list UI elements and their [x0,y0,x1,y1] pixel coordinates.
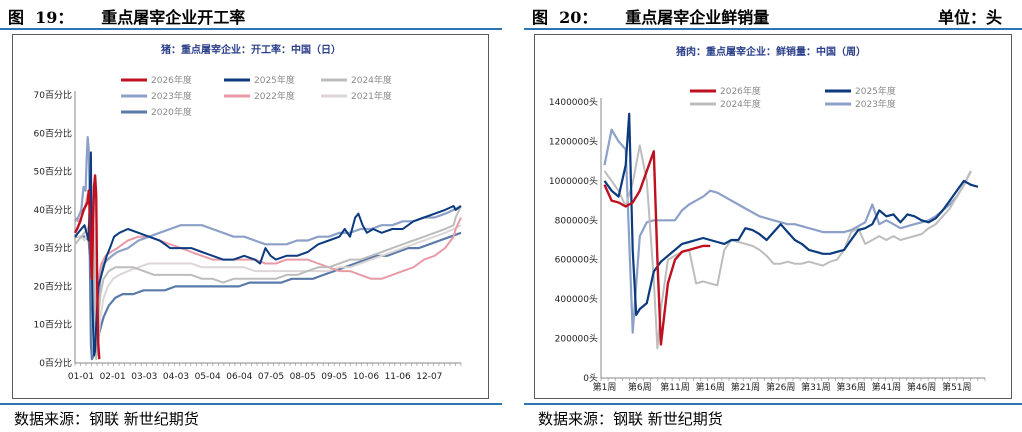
series-line-2025年度 [74,151,462,357]
legend-label: 2025年度 [254,74,295,86]
operating-rate-chart: 猪：重点屠宰企业：开工率：中国（日） 2026年度 2025年度 2024年度 2023… [34,43,462,382]
x-tick-label: 第1周 [593,381,617,393]
legend-label: 2020年度 [151,106,192,118]
x-tick-label: 第16周 [695,381,724,393]
figure-title: 图 19： 重点屠宰企业开工率 [8,8,246,27]
chart-frame: 猪肉：重点屠宰企业：鲜销量：中国（周） 2026年度 2025年度 2024年度 202… [534,34,1012,399]
y-tick-label: 70百分比 [34,89,72,101]
legend-label: 2024年度 [351,74,392,86]
data-source: 数据来源：钢联 新世纪期货 [538,410,723,428]
fresh-sales-chart: 猪肉：重点屠宰企业：鲜销量：中国（周） 2026年度 2025年度 2024年度 202… [549,45,986,393]
x-tick-label: 04-03 [163,372,189,382]
panel-header: 图 19： 重点屠宰企业开工率 [0,0,502,30]
x-tick-label: 05-04 [195,372,221,382]
x-tick-label: 10-06 [353,372,379,382]
x-tick-label: 第26周 [766,381,795,393]
series-line-2026年度 [603,150,711,346]
x-tick-label: 07-05 [258,372,284,382]
x-tick-label: 09-05 [321,372,347,382]
legend-label: 2024年度 [720,98,761,110]
legend-label: 2025年度 [855,85,896,97]
x-tick-label: 11-06 [385,372,411,382]
legend-label: 2023年度 [855,98,896,110]
y-tick-label: 40百分比 [34,204,72,216]
y-tick-label: 10百分比 [34,319,72,331]
x-tick-label: 第21周 [731,381,760,393]
y-tick-label: 0百分比 [39,357,72,369]
panel-footer: 数据来源：钢联 新世纪期货 [0,403,502,432]
series-line-2026年度 [73,174,101,360]
series-line-2023年度 [74,136,462,345]
x-tick-label: 第36周 [836,381,865,393]
x-tick-label: 第6周 [628,381,652,393]
y-tick-label: 400000头 [555,294,598,305]
x-tick-label: 第11周 [660,381,689,393]
series-line-2022年度 [74,193,462,357]
legend-label: 2023年度 [151,90,192,102]
y-tick-label: 600000头 [555,255,598,266]
data-source: 数据来源：钢联 新世纪期货 [14,410,199,428]
x-tick-label: 第46周 [907,381,936,393]
y-tick-label: 800000头 [555,215,598,226]
series-line-2025年度 [603,112,979,316]
x-tick-label: 第31周 [801,381,830,393]
unit-label: 单位：头 [937,8,1002,27]
chart-panel-operating-rate: 图 19： 重点屠宰企业开工率 猪：重点屠宰企业：开工率：中国（日） 2026年度… [0,0,502,432]
y-tick-label: 20百分比 [34,280,72,292]
chart-title: 猪：重点屠宰企业：开工率：中国（日） [160,43,341,56]
legend-label: 2026年度 [720,85,761,97]
x-tick-label: 12-07 [416,372,442,382]
chart-panel-fresh-sales: 图 20： 重点屠宰企业鲜销量 单位：头 猪肉：重点屠宰企业：鲜销量：中国（周）… [524,0,1022,432]
x-tick-label: 08-05 [290,372,316,382]
x-tick-label: 02-01 [100,372,126,382]
y-tick-label: 1400000头 [549,97,598,108]
y-tick-label: 60百分比 [34,127,72,139]
chart-title: 猪肉：重点屠宰企业：鲜销量：中国（周） [675,45,866,58]
legend-label: 2022年度 [254,90,295,102]
legend-label: 2026年度 [151,74,192,86]
x-tick-label: 03-03 [131,372,157,382]
x-tick-label: 第41周 [872,381,901,393]
panel-header: 图 20： 重点屠宰企业鲜销量 单位：头 [524,0,1022,30]
series-line-2023年度 [603,128,972,334]
figure-title: 图 20： 重点屠宰企业鲜销量 [532,8,770,27]
chart-frame: 猪：重点屠宰企业：开工率：中国（日） 2026年度 2025年度 2024年度 2023… [12,34,489,399]
y-tick-label: 0头 [583,373,598,384]
panel-footer: 数据来源：钢联 新世纪期货 [524,403,1022,432]
y-tick-label: 1000000头 [549,176,598,187]
x-tick-label: 01-01 [68,372,94,382]
y-tick-label: 30百分比 [34,242,72,254]
x-tick-label: 06-04 [226,372,252,382]
y-tick-label: 50百分比 [34,166,72,178]
x-tick-label: 第51周 [942,381,971,393]
legend-label: 2021年度 [351,90,392,102]
y-tick-label: 1200000头 [549,136,598,147]
y-tick-label: 200000头 [555,334,598,345]
